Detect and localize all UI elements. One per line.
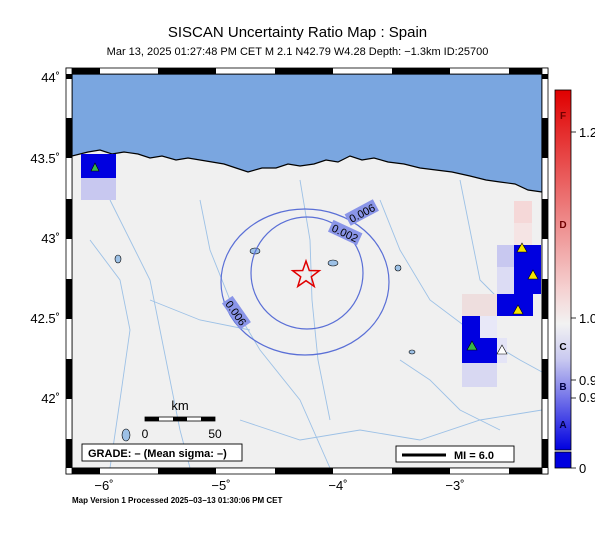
lon-tick-label: −4˚ <box>328 478 347 493</box>
lat-tick-label: 44˚ <box>41 70 60 85</box>
map-panel: 0.006 0.002 0.006 <box>72 74 542 468</box>
scale-unit: km <box>171 398 188 413</box>
station-triangle-icon <box>527 269 539 280</box>
colorbar-tick-label: 0.9 <box>579 373 595 388</box>
colorbar-tick-labels: 1.2 1.0 0.9 0.9 0 <box>579 125 595 476</box>
contour-inner <box>250 216 364 330</box>
colorbar-tick-label: 1.2 <box>579 125 595 140</box>
station-triangle-icon <box>90 162 100 172</box>
grid-cells-west <box>81 154 116 200</box>
grade-letter: C <box>559 342 566 353</box>
uncertainty-contours <box>220 208 390 356</box>
footer-note: Map Version 1 Processed 2025−03−13 01:30… <box>72 496 283 505</box>
sea-area <box>72 74 542 193</box>
lakes <box>114 247 416 442</box>
grade-letter: D <box>559 220 566 231</box>
lat-tick-label: 43˚ <box>41 231 60 246</box>
grade-box: GRADE: – (Mean sigma: –) <box>81 443 243 462</box>
lon-tick-label: −6˚ <box>94 478 113 493</box>
colorbar-tick-label: 1.0 <box>579 311 595 326</box>
colorbar-tick-label: 0 <box>579 461 586 476</box>
map-title: SISCAN Uncertainty Ratio Map : Spain <box>167 24 428 41</box>
lat-tick-label: 42˚ <box>41 391 60 406</box>
lon-tick-label: −5˚ <box>211 478 230 493</box>
epicenter-star-icon <box>290 258 322 289</box>
stations <box>90 162 539 355</box>
station-triangle-icon <box>512 304 524 315</box>
grade-text: GRADE: – (Mean sigma: –) <box>88 448 227 460</box>
scale-end: 50 <box>208 427 222 441</box>
colorbar-tick-label: 0.9 <box>579 390 595 405</box>
contour-outer <box>220 208 390 356</box>
station-triangle-icon <box>496 344 508 355</box>
station-triangle-icon <box>466 340 478 351</box>
colorbar: F D C B A 1.2 1.0 0.9 0.9 0 <box>554 89 595 476</box>
grade-letter: B <box>559 382 566 393</box>
scale-start: 0 <box>142 427 149 441</box>
event-info: Mar 13, 2025 01:27:48 PM CET M 2.1 N42.7… <box>106 46 489 58</box>
scale-bar: km 0 50 <box>142 398 222 441</box>
lon-tick-label: −3˚ <box>445 478 464 493</box>
mi-legend: MI = 6.0 <box>395 445 515 463</box>
grade-letter: F <box>560 111 566 122</box>
longitude-labels: −6˚ −5˚ −4˚ −3˚ <box>94 478 464 493</box>
latitude-labels: 44˚ 43.5˚ 43˚ 42.5˚ 42˚ <box>30 70 60 406</box>
lat-tick-label: 42.5˚ <box>30 311 60 326</box>
lat-tick-label: 43.5˚ <box>30 151 60 166</box>
colorbar-ticks <box>571 131 576 469</box>
graticule-frame <box>65 67 549 475</box>
grade-letter: A <box>559 420 566 431</box>
colorbar-letters: F D C B A <box>559 111 566 431</box>
station-triangle-icon <box>516 242 528 253</box>
mi-text: MI = 6.0 <box>454 450 494 462</box>
